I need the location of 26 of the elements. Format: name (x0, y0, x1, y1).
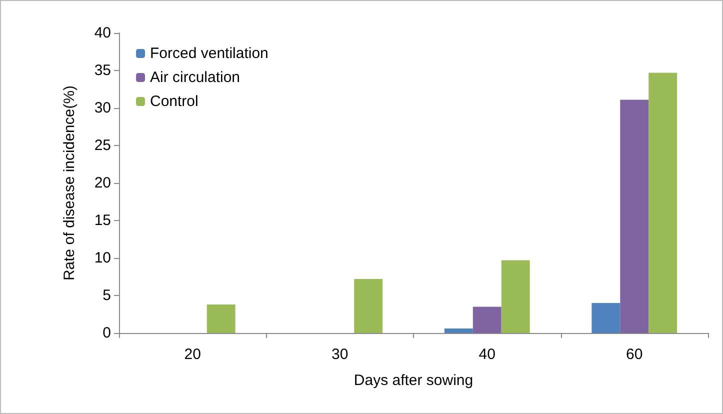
y-tick-label: 35 (94, 62, 111, 79)
legend-label: Air circulation (150, 69, 240, 86)
y-tick-label: 5 (102, 287, 111, 304)
y-tick-label: 30 (94, 100, 111, 116)
y-tick-label: 20 (94, 174, 111, 192)
x-tick-label: 30 (332, 346, 348, 363)
y-tick-label: 10 (94, 250, 111, 266)
y-tick-label: 0 (102, 324, 111, 342)
x-tick-label: 40 (478, 346, 496, 363)
y-tick-label: 40 (94, 24, 111, 42)
x-axis-title: Days after sowing (354, 372, 474, 389)
legend-label: Control (150, 93, 198, 110)
y-tick-label: 25 (94, 137, 111, 154)
bar (620, 100, 649, 333)
bar (592, 303, 620, 333)
bar (648, 72, 678, 333)
bar (354, 279, 383, 333)
bar (206, 304, 236, 333)
x-tick-label: 20 (184, 346, 201, 363)
x-tick-label: 60 (626, 346, 643, 363)
legend-label: Forced ventilation (150, 45, 268, 62)
bar (501, 260, 530, 333)
y-axis-title: Rate of disease incidence(%) (61, 85, 78, 281)
y-tick-label: 15 (94, 212, 111, 229)
bar (472, 306, 502, 333)
bar (444, 328, 473, 333)
